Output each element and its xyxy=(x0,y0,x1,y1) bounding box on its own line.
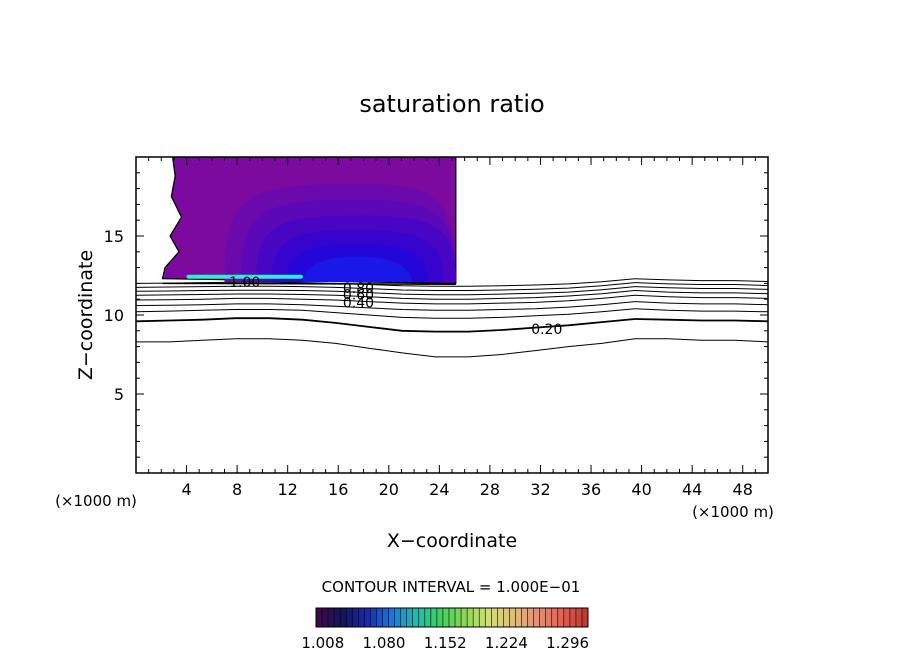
contour-label: 1.00 xyxy=(229,275,260,291)
colorbar-segment xyxy=(382,608,389,627)
colorbar-segment xyxy=(497,608,504,627)
colorbar xyxy=(315,608,588,627)
colorbar-tick-label: 1.152 xyxy=(424,634,467,652)
x-axis-label: X−coordinate xyxy=(387,530,517,552)
colorbar-segment xyxy=(509,608,516,627)
colorbar-segment xyxy=(436,608,443,627)
y-tick-label: 10 xyxy=(104,306,124,325)
x-tick-label: 8 xyxy=(232,480,242,499)
contour-label: 0.60 xyxy=(343,287,374,303)
colorbar-segment xyxy=(322,608,329,627)
x-tick-label: 12 xyxy=(278,480,298,499)
colorbar-segment xyxy=(479,608,486,627)
contour-label: 0.40 xyxy=(343,295,374,311)
contour-line xyxy=(136,278,768,287)
colorbar-tick-labels: 1.008 1.080 1.152 1.224 1.296 xyxy=(301,634,589,652)
colorbar-segment xyxy=(503,608,510,627)
contour-labels: 1.00 0.80 0.60 0.40 0.20 xyxy=(229,275,562,338)
colorbar-segment xyxy=(364,608,371,627)
colorbar-segment xyxy=(400,608,407,627)
contour-interval-text: CONTOUR INTERVAL = 1.000E−01 xyxy=(322,578,581,596)
colorbar-segment xyxy=(328,608,335,627)
contour-line xyxy=(136,289,768,300)
colorbar-segment xyxy=(563,608,570,627)
x-unit-label-left: (×1000 m) xyxy=(55,492,137,510)
contour-line xyxy=(136,308,768,319)
colorbar-segment xyxy=(388,608,395,627)
colorbar-segment xyxy=(352,608,359,627)
contour-lines xyxy=(136,278,768,358)
contour-line xyxy=(136,301,768,311)
contour-label: 0.20 xyxy=(531,322,562,338)
region-base-line xyxy=(162,282,456,285)
colorbar-segment xyxy=(527,608,534,627)
y-tick-labels: 5 10 15 xyxy=(104,227,124,404)
colorbar-segment xyxy=(515,608,522,627)
x-tick-label: 20 xyxy=(379,480,399,499)
x-tick-label: 4 xyxy=(181,480,191,499)
colorbar-segment xyxy=(376,608,383,627)
colorbar-segment xyxy=(316,608,323,627)
x-tick-label: 16 xyxy=(328,480,348,499)
colorbar-segment xyxy=(491,608,498,627)
max-value-band xyxy=(186,274,303,279)
colorbar-segment xyxy=(448,608,456,627)
x-tick-label: 24 xyxy=(429,480,449,499)
colorbar-tick-label: 1.224 xyxy=(485,634,528,652)
colorbar-segment xyxy=(461,608,468,627)
x-tick-label: 28 xyxy=(480,480,500,499)
contour-line xyxy=(136,286,768,296)
colorbar-segment xyxy=(581,608,588,627)
contour-line xyxy=(136,338,768,358)
contour-label: 0.80 xyxy=(343,281,374,297)
supersaturated-fill-region xyxy=(161,157,457,285)
y-axis-label: Z−coordinate xyxy=(75,250,97,380)
colorbar-segment xyxy=(569,608,576,627)
colorbar-segment xyxy=(539,608,546,627)
colorbar-segment xyxy=(340,608,347,627)
colorbar-segment xyxy=(358,608,365,627)
colorbar-segment xyxy=(412,608,419,627)
colorbar-segment xyxy=(455,608,462,627)
colorbar-segment xyxy=(424,608,431,627)
x-tick-label: 40 xyxy=(631,480,651,499)
colorbar-tick-label: 1.008 xyxy=(301,634,344,652)
colorbar-segment xyxy=(545,608,552,627)
colorbar-segment xyxy=(557,608,564,627)
colorbar-segment xyxy=(430,608,437,627)
colorbar-segment xyxy=(406,608,413,627)
colorbar-segment xyxy=(521,608,528,627)
contour-line xyxy=(136,317,768,333)
contour-line xyxy=(136,282,768,291)
colorbar-segment xyxy=(533,608,540,627)
x-tick-label: 36 xyxy=(581,480,601,499)
x-unit-label-right: (×1000 m) xyxy=(692,503,774,521)
colorbar-segment xyxy=(551,608,558,627)
colorbar-tick-label: 1.296 xyxy=(546,634,589,652)
axis-ticks xyxy=(136,157,768,473)
colorbar-segment xyxy=(418,608,425,627)
y-tick-label: 15 xyxy=(104,227,124,246)
colorbar-segment xyxy=(485,608,492,627)
x-tick-label: 44 xyxy=(682,480,702,499)
colorbar-segment xyxy=(467,608,474,627)
y-tick-label: 5 xyxy=(114,385,124,404)
colorbar-segment xyxy=(346,608,353,627)
region-band xyxy=(302,256,412,282)
contour-line xyxy=(136,294,768,305)
colorbar-frame xyxy=(315,607,589,628)
colorbar-segment xyxy=(442,608,449,627)
x-tick-label: 48 xyxy=(733,480,753,499)
chart-title: saturation ratio xyxy=(359,90,544,118)
x-tick-label: 32 xyxy=(530,480,550,499)
colorbar-segment xyxy=(473,608,480,627)
colorbar-tick-label: 1.080 xyxy=(363,634,406,652)
x-tick-labels: 4 8 12 16 20 24 28 32 36 40 44 48 xyxy=(181,480,752,499)
colorbar-segment xyxy=(334,608,341,627)
colorbar-segment xyxy=(394,608,401,627)
colorbar-segment xyxy=(370,608,377,627)
colorbar-segment xyxy=(575,608,582,627)
